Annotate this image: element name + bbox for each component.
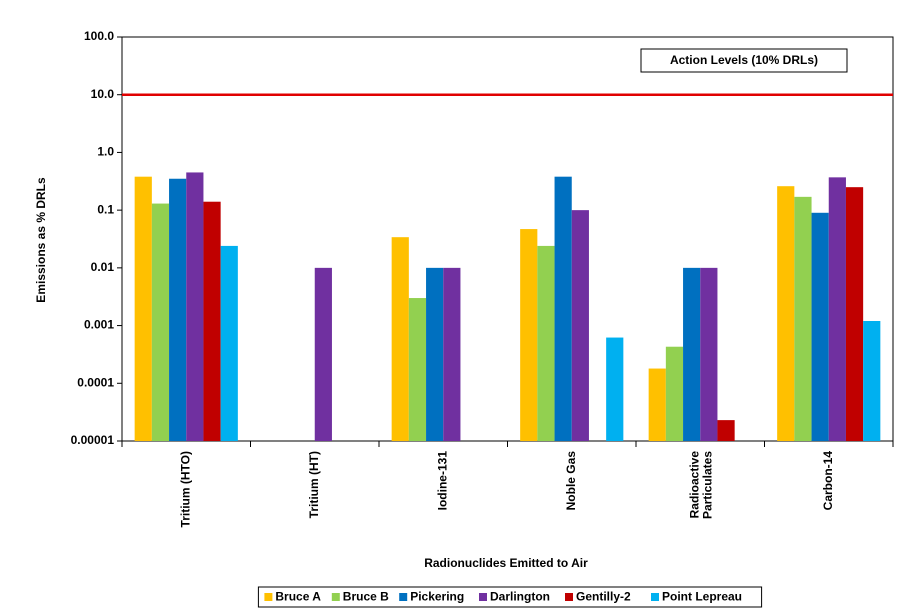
legend-label: Bruce B xyxy=(343,590,389,604)
bar xyxy=(554,176,572,441)
bar xyxy=(648,368,666,441)
x-tick-label: Tritium (HTO) xyxy=(178,451,192,527)
legend-swatch xyxy=(479,593,487,601)
y-axis-title: Emissions as % DRLs xyxy=(34,177,48,303)
bar xyxy=(665,346,684,441)
bar xyxy=(391,237,409,441)
bar xyxy=(426,267,444,441)
y-tick-label: 0.01 xyxy=(91,260,115,274)
legend-swatch xyxy=(264,593,273,601)
legend-label: Point Lepreau xyxy=(662,590,742,604)
legend-label: Pickering xyxy=(410,590,464,604)
x-tick-label: Radioactive Particulates xyxy=(687,451,714,523)
y-tick-label: 100.0 xyxy=(84,29,114,43)
bar xyxy=(314,267,332,441)
legend-swatch xyxy=(331,593,340,601)
bar xyxy=(537,245,555,441)
bar xyxy=(794,196,812,441)
legend-box xyxy=(257,586,763,608)
bar xyxy=(777,186,795,441)
bar xyxy=(443,267,461,441)
bar xyxy=(863,321,881,441)
y-tick-label: 0.00001 xyxy=(71,433,115,447)
y-tick-label: 10.0 xyxy=(91,87,115,101)
y-tick-label: 0.001 xyxy=(84,318,114,332)
annotation: Action Levels (10% DRLs) xyxy=(670,53,818,67)
bar xyxy=(700,267,718,441)
bar xyxy=(828,177,846,442)
legend-swatch xyxy=(399,593,408,601)
y-tick-label: 1.0 xyxy=(97,145,114,159)
bar xyxy=(845,187,864,441)
legend-swatch xyxy=(565,593,573,601)
bar xyxy=(683,267,701,441)
bar xyxy=(520,229,538,441)
y-tick-label: 0.1 xyxy=(97,202,114,216)
x-tick-label: Noble Gas xyxy=(564,451,578,511)
bar xyxy=(717,420,735,441)
legend-label: Gentilly-2 xyxy=(576,590,631,604)
bar xyxy=(408,298,427,441)
bar xyxy=(571,210,589,441)
bar xyxy=(169,178,187,441)
x-axis-title: Radionuclides Emitted to Air xyxy=(424,556,588,570)
x-tick-label: Carbon-14 xyxy=(821,451,835,511)
x-tick-label: Iodine-131 xyxy=(435,451,449,511)
bar xyxy=(151,203,170,441)
bar xyxy=(186,172,204,441)
legend-label: Bruce A xyxy=(275,590,321,604)
x-tick-label: Tritium (HT) xyxy=(307,451,321,518)
legend-label: Darlington xyxy=(490,590,550,604)
bar xyxy=(811,212,829,441)
annotation-box xyxy=(640,48,848,73)
legend-swatch xyxy=(651,593,659,601)
bar xyxy=(134,176,152,441)
bar xyxy=(220,245,238,441)
y-tick-label: 0.0001 xyxy=(77,375,114,389)
bar xyxy=(606,337,624,441)
bar xyxy=(203,201,221,441)
